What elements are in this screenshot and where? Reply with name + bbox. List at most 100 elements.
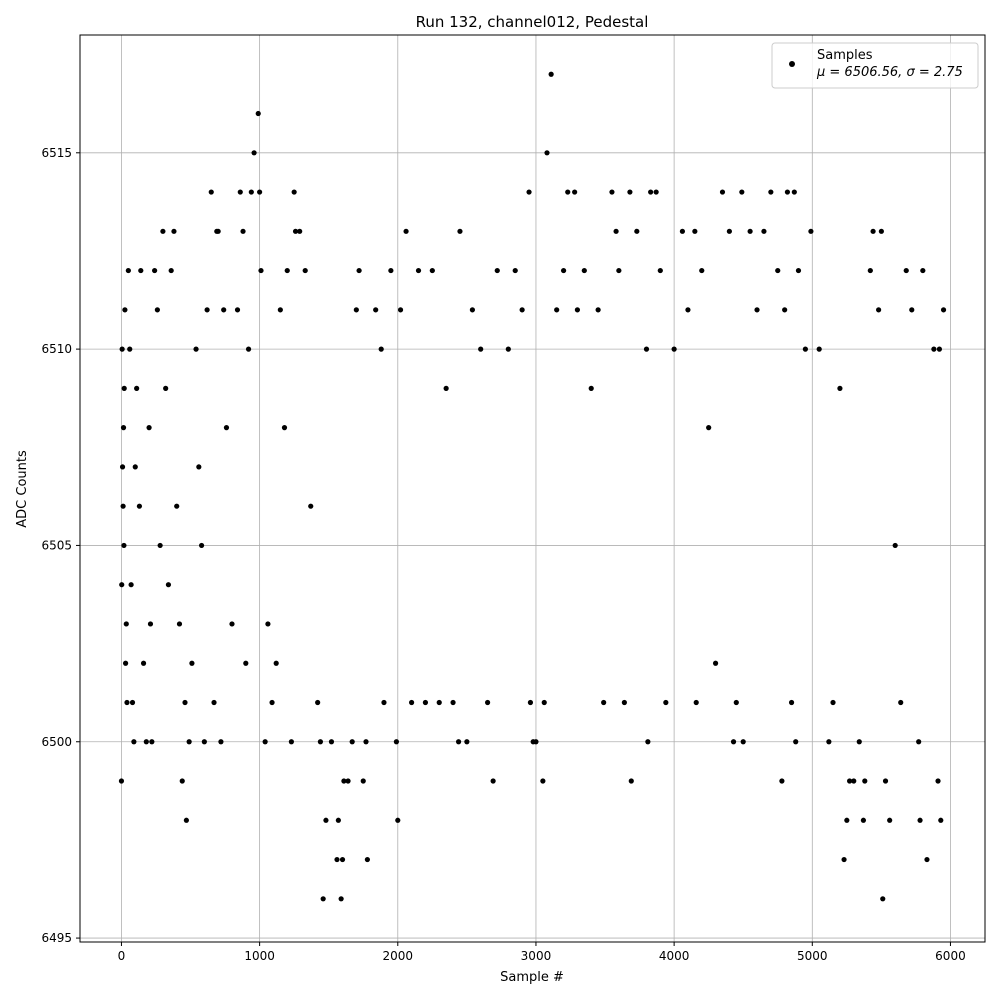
data-point — [747, 228, 753, 234]
data-point — [277, 307, 283, 313]
data-point — [381, 699, 387, 706]
data-point — [572, 189, 578, 195]
data-point — [234, 307, 241, 313]
data-point — [168, 267, 174, 274]
data-point — [341, 778, 347, 784]
data-point — [679, 228, 686, 234]
data-point — [149, 739, 155, 745]
data-point — [262, 739, 268, 745]
legend-marker — [789, 61, 795, 67]
data-point — [726, 228, 732, 234]
data-point — [364, 856, 370, 863]
legend: Samples μ = 6506.56, σ = 2.75 — [771, 42, 979, 89]
data-point — [931, 346, 937, 352]
data-point — [616, 267, 622, 274]
data-point — [663, 699, 669, 706]
data-point — [870, 228, 876, 234]
data-point — [201, 739, 207, 745]
data-point — [685, 307, 691, 313]
data-point — [519, 307, 525, 313]
data-point — [876, 307, 882, 313]
data-point — [844, 817, 850, 823]
data-point — [653, 189, 659, 195]
data-point — [816, 346, 822, 352]
data-point — [119, 464, 126, 470]
data-point — [320, 896, 326, 902]
data-point — [490, 778, 496, 784]
data-point — [121, 385, 127, 391]
data-point — [464, 739, 470, 745]
data-point — [215, 228, 221, 234]
data-point — [415, 267, 422, 274]
data-point — [830, 699, 836, 706]
data-point — [143, 739, 149, 745]
data-point — [920, 267, 926, 274]
data-point — [204, 307, 210, 313]
data-point — [288, 739, 294, 745]
data-point — [134, 385, 140, 391]
data-point — [171, 228, 177, 234]
data-point — [692, 228, 698, 234]
data-point — [916, 739, 922, 745]
data-point — [339, 856, 346, 863]
data-point — [120, 503, 126, 509]
data-point — [269, 699, 275, 706]
data-point — [657, 267, 663, 274]
data-point — [634, 228, 640, 234]
data-point — [887, 817, 893, 823]
legend-series-label: Samples — [817, 48, 873, 63]
data-point — [157, 542, 163, 549]
data-point — [548, 71, 554, 77]
data-point — [936, 346, 943, 352]
data-point — [795, 267, 802, 274]
data-point — [292, 228, 299, 234]
data-point — [878, 228, 884, 234]
data-point — [484, 699, 491, 706]
data-point — [898, 699, 904, 706]
data-point — [643, 346, 650, 352]
data-point — [353, 307, 359, 313]
data-point — [257, 189, 263, 195]
y-tick-label: 6510 — [41, 342, 72, 356]
x-tick-label: 4000 — [659, 949, 690, 963]
data-point — [628, 778, 634, 784]
data-point — [196, 464, 202, 470]
data-point — [154, 307, 160, 313]
data-point — [788, 699, 795, 706]
data-point — [527, 699, 534, 706]
plot-area: 0 1000 2000 3000 4000 5000 6000 6495 6500 6505 65… — [41, 34, 986, 963]
data-point — [856, 739, 862, 745]
data-point — [860, 817, 867, 823]
data-point — [909, 307, 915, 313]
data-point — [119, 346, 125, 352]
data-point — [706, 425, 712, 431]
data-point — [601, 699, 607, 706]
data-point — [533, 739, 539, 745]
data-point — [733, 699, 739, 706]
data-point — [826, 739, 832, 745]
x-tick-label: 0 — [118, 949, 126, 963]
data-point — [862, 778, 868, 784]
data-point — [395, 817, 401, 823]
data-point — [560, 267, 567, 274]
data-point — [127, 346, 133, 352]
data-point — [397, 307, 404, 313]
data-point — [265, 621, 271, 627]
data-point — [851, 778, 857, 784]
data-point — [302, 267, 308, 274]
data-point — [308, 503, 314, 509]
data-point — [345, 778, 351, 784]
data-point — [378, 346, 384, 352]
y-tick-label: 6500 — [41, 735, 72, 749]
data-point — [880, 896, 886, 902]
y-axis-ticks: 6495 6500 6505 6510 6515 — [41, 146, 80, 945]
data-point — [892, 542, 898, 549]
data-point — [940, 307, 947, 313]
data-point — [775, 267, 781, 274]
data-point — [409, 699, 415, 706]
grid-lines — [80, 35, 985, 942]
data-point — [147, 621, 154, 627]
data-point — [131, 739, 137, 745]
data-point — [565, 189, 571, 195]
data-point — [221, 307, 227, 313]
